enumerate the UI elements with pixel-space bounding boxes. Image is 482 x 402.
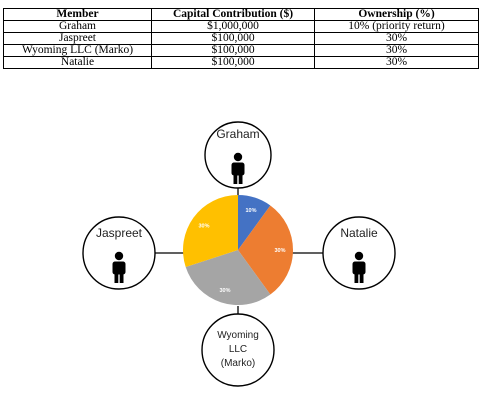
pie-slice-label: 10%	[245, 208, 256, 214]
node-circle	[201, 313, 275, 387]
node-label-graham: Graham	[216, 127, 259, 141]
node-jaspreet: Jaspreet	[82, 216, 156, 290]
ownership-table: Member Capital Contribution ($) Ownershi…	[3, 8, 479, 69]
table-header-row: Member Capital Contribution ($) Ownershi…	[3, 8, 479, 21]
pie-slice	[182, 195, 238, 267]
table-row: Wyoming LLC (Marko) $100,000 30%	[3, 44, 479, 57]
member-cell: Natalie	[3, 56, 152, 69]
ownership-pie: 10% 30% 30% 30%	[182, 195, 294, 306]
node-natalie: Natalie	[322, 216, 396, 290]
ownership-cell: 30%	[314, 56, 479, 69]
node-label-wyoming-line-1: Wyoming	[217, 330, 259, 341]
contribution-cell: $100,000	[151, 56, 315, 69]
pie-slice	[185, 250, 271, 306]
node-wyoming-llc: Wyoming LLC (Marko)	[201, 313, 275, 387]
node-label-natalie: Natalie	[340, 226, 378, 240]
node-label-wyoming-line-2: LLC	[229, 344, 247, 355]
pie-slice-label: 30%	[220, 288, 231, 294]
node-label-wyoming-line-3: (Marko)	[221, 358, 255, 369]
pie-slice-label: 30%	[199, 223, 210, 229]
table-row: Jaspreet $100,000 30%	[3, 32, 479, 45]
node-graham: Graham	[204, 121, 272, 189]
pie-slice-label: 30%	[274, 248, 285, 254]
pie-slice	[238, 195, 271, 250]
pie-slice	[238, 205, 294, 295]
node-label-jaspreet: Jaspreet	[96, 226, 143, 240]
table-row: Natalie $100,000 30%	[3, 56, 479, 69]
